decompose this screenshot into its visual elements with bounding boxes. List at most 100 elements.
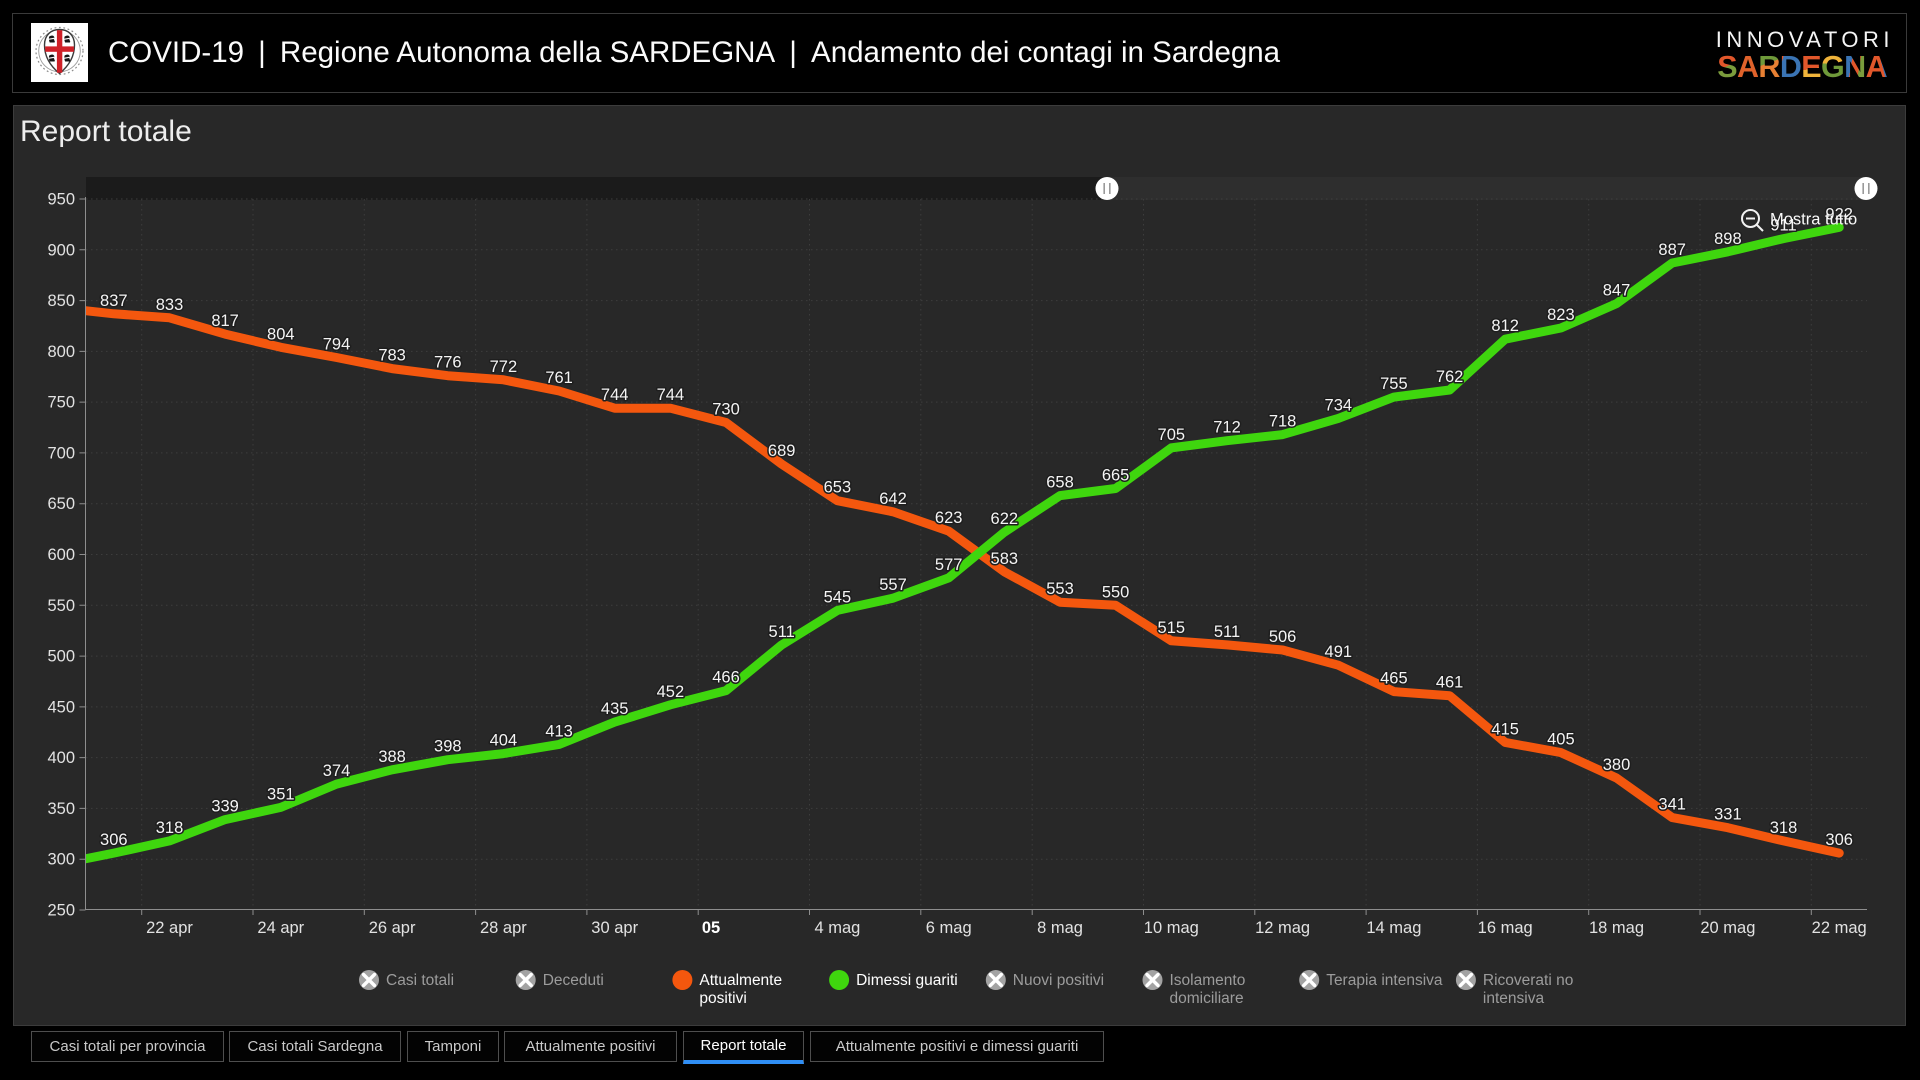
svg-text:Attualmente: Attualmente bbox=[699, 972, 782, 989]
svg-text:380: 380 bbox=[1603, 756, 1631, 774]
svg-text:553: 553 bbox=[1046, 580, 1074, 598]
svg-text:415: 415 bbox=[1491, 720, 1519, 738]
svg-text:461: 461 bbox=[1436, 674, 1464, 692]
svg-text:730: 730 bbox=[712, 401, 740, 419]
svg-text:350: 350 bbox=[47, 800, 75, 818]
svg-text:Dimessi guariti: Dimessi guariti bbox=[856, 972, 958, 989]
svg-text:776: 776 bbox=[434, 354, 462, 372]
svg-text:Casi totali: Casi totali bbox=[386, 972, 454, 989]
svg-text:658: 658 bbox=[1046, 474, 1074, 492]
svg-text:847: 847 bbox=[1603, 282, 1631, 300]
svg-text:557: 557 bbox=[879, 576, 907, 594]
svg-text:642: 642 bbox=[879, 490, 907, 508]
svg-text:318: 318 bbox=[156, 819, 184, 837]
svg-text:950: 950 bbox=[47, 191, 75, 209]
svg-text:domiciliare: domiciliare bbox=[1170, 990, 1244, 1007]
svg-text:583: 583 bbox=[991, 550, 1019, 568]
svg-text:653: 653 bbox=[824, 479, 852, 497]
svg-text:Isolamento: Isolamento bbox=[1170, 972, 1246, 989]
svg-text:10 mag: 10 mag bbox=[1144, 919, 1199, 937]
svg-text:689: 689 bbox=[768, 442, 796, 460]
svg-text:812: 812 bbox=[1491, 317, 1519, 335]
svg-text:515: 515 bbox=[1158, 619, 1186, 637]
svg-text:Ricoverati no: Ricoverati no bbox=[1483, 972, 1573, 989]
svg-text:24 apr: 24 apr bbox=[257, 919, 304, 937]
svg-text:817: 817 bbox=[211, 312, 239, 330]
svg-text:12 mag: 12 mag bbox=[1255, 919, 1310, 937]
svg-text:783: 783 bbox=[378, 347, 406, 365]
svg-text:511: 511 bbox=[769, 623, 795, 641]
svg-text:20 mag: 20 mag bbox=[1700, 919, 1755, 937]
svg-text:850: 850 bbox=[47, 292, 75, 310]
svg-text:550: 550 bbox=[1102, 583, 1130, 601]
svg-text:413: 413 bbox=[545, 722, 573, 740]
svg-text:623: 623 bbox=[935, 509, 963, 527]
svg-text:6 mag: 6 mag bbox=[926, 919, 972, 937]
svg-text:750: 750 bbox=[47, 394, 75, 412]
svg-text:28 apr: 28 apr bbox=[480, 919, 527, 937]
svg-text:761: 761 bbox=[545, 369, 573, 387]
svg-text:705: 705 bbox=[1158, 426, 1186, 444]
svg-text:452: 452 bbox=[657, 683, 685, 701]
svg-text:712: 712 bbox=[1213, 419, 1241, 437]
svg-text:744: 744 bbox=[657, 386, 685, 404]
svg-text:550: 550 bbox=[47, 597, 75, 615]
svg-text:405: 405 bbox=[1547, 731, 1575, 749]
svg-text:Terapia intensiva: Terapia intensiva bbox=[1326, 972, 1443, 989]
svg-text:650: 650 bbox=[47, 495, 75, 513]
svg-text:800: 800 bbox=[47, 343, 75, 361]
svg-text:400: 400 bbox=[47, 749, 75, 767]
svg-text:911: 911 bbox=[1770, 217, 1796, 235]
svg-text:26 apr: 26 apr bbox=[369, 919, 416, 937]
svg-text:22 apr: 22 apr bbox=[146, 919, 193, 937]
svg-text:804: 804 bbox=[267, 325, 295, 343]
svg-text:16 mag: 16 mag bbox=[1478, 919, 1533, 937]
svg-text:398: 398 bbox=[434, 738, 462, 756]
svg-text:339: 339 bbox=[211, 798, 239, 816]
svg-text:18 mag: 18 mag bbox=[1589, 919, 1644, 937]
svg-text:30 apr: 30 apr bbox=[591, 919, 638, 937]
svg-text:374: 374 bbox=[323, 762, 351, 780]
svg-text:Nuovi positivi: Nuovi positivi bbox=[1013, 972, 1104, 989]
svg-text:837: 837 bbox=[100, 292, 128, 310]
svg-text:665: 665 bbox=[1102, 467, 1130, 485]
svg-text:734: 734 bbox=[1325, 396, 1353, 414]
svg-text:450: 450 bbox=[47, 698, 75, 716]
svg-text:794: 794 bbox=[323, 336, 351, 354]
svg-text:8 mag: 8 mag bbox=[1037, 919, 1083, 937]
svg-text:05: 05 bbox=[702, 919, 720, 937]
svg-text:466: 466 bbox=[712, 669, 740, 687]
svg-text:331: 331 bbox=[1714, 806, 1742, 824]
svg-text:Deceduti: Deceduti bbox=[543, 972, 604, 989]
svg-text:511: 511 bbox=[1214, 623, 1240, 641]
svg-text:833: 833 bbox=[156, 296, 184, 314]
svg-text:755: 755 bbox=[1380, 375, 1408, 393]
svg-text:718: 718 bbox=[1269, 413, 1297, 431]
svg-text:306: 306 bbox=[100, 831, 128, 849]
svg-text:Mostra tutto: Mostra tutto bbox=[1770, 211, 1857, 229]
svg-text:622: 622 bbox=[991, 510, 1019, 528]
svg-text:465: 465 bbox=[1380, 670, 1408, 688]
svg-text:positivi: positivi bbox=[699, 990, 746, 1007]
svg-text:4 mag: 4 mag bbox=[814, 919, 860, 937]
svg-text:300: 300 bbox=[47, 851, 75, 869]
svg-text:700: 700 bbox=[47, 444, 75, 462]
svg-text:823: 823 bbox=[1547, 306, 1575, 324]
svg-text:22 mag: 22 mag bbox=[1812, 919, 1867, 937]
svg-text:744: 744 bbox=[601, 386, 629, 404]
svg-text:900: 900 bbox=[47, 241, 75, 259]
svg-text:898: 898 bbox=[1714, 230, 1742, 248]
svg-text:intensiva: intensiva bbox=[1483, 990, 1545, 1007]
svg-text:404: 404 bbox=[490, 732, 518, 750]
svg-text:14 mag: 14 mag bbox=[1366, 919, 1421, 937]
svg-text:435: 435 bbox=[601, 700, 629, 718]
svg-text:351: 351 bbox=[267, 785, 295, 803]
svg-text:887: 887 bbox=[1658, 241, 1686, 259]
svg-text:500: 500 bbox=[47, 648, 75, 666]
svg-text:600: 600 bbox=[47, 546, 75, 564]
svg-text:545: 545 bbox=[824, 588, 852, 606]
svg-text:250: 250 bbox=[47, 902, 75, 920]
svg-text:762: 762 bbox=[1436, 368, 1464, 386]
svg-text:772: 772 bbox=[490, 358, 518, 376]
svg-text:922: 922 bbox=[1825, 205, 1853, 223]
